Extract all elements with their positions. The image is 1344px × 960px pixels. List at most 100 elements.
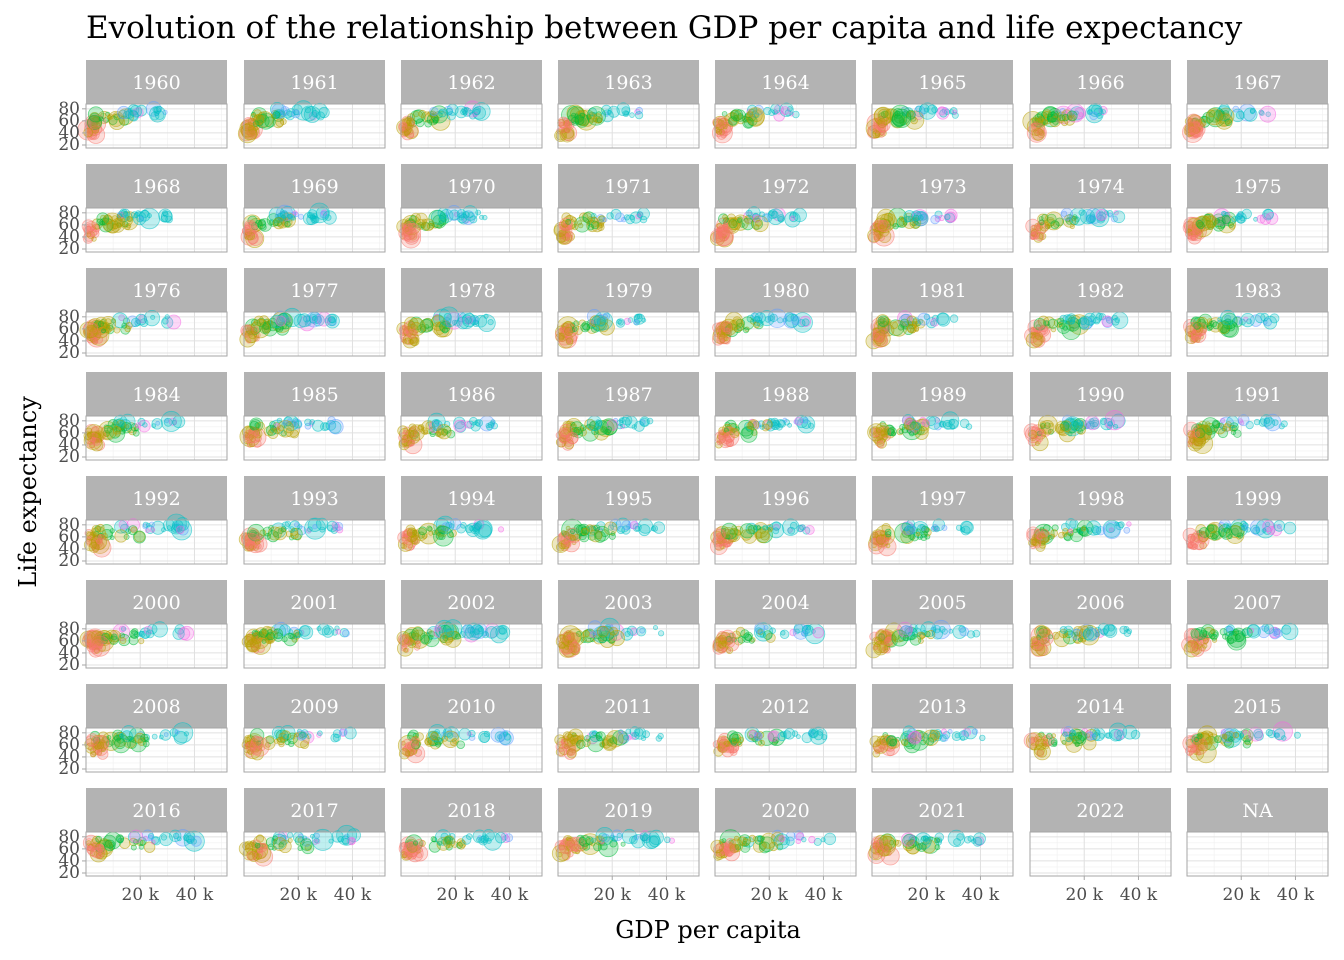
panel-border — [243, 207, 386, 253]
data-point — [483, 730, 491, 738]
data-point — [424, 119, 433, 128]
data-point — [566, 634, 571, 640]
data-point — [892, 108, 912, 129]
facet-strip-label: 1988 — [761, 384, 809, 406]
facet-panel-1964: 1964 — [712, 60, 857, 149]
data-point — [777, 214, 785, 223]
facet-strip-label: 1996 — [761, 488, 809, 510]
facet-panel-2010: 2010 — [397, 684, 543, 773]
data-point — [633, 420, 645, 432]
data-point — [162, 318, 169, 325]
data-point — [92, 437, 101, 446]
facet-strip — [401, 60, 542, 104]
data-point — [100, 425, 115, 440]
data-point — [900, 738, 909, 746]
data-point — [1030, 232, 1038, 241]
data-point — [1185, 640, 1199, 654]
data-point — [123, 211, 129, 217]
data-point — [115, 418, 125, 427]
data-point — [1193, 533, 1204, 544]
data-point — [1112, 424, 1119, 430]
data-point — [150, 314, 156, 320]
facet-panel-1961: 1961 — [237, 60, 386, 149]
data-point — [497, 526, 505, 533]
data-point — [794, 416, 803, 426]
data-point — [596, 316, 606, 327]
data-point — [629, 112, 635, 118]
data-point — [877, 315, 889, 327]
facet-panel-2004: 2004 — [712, 580, 857, 669]
data-point — [1041, 118, 1049, 126]
data-point — [633, 319, 639, 325]
facet-panel-1997: 1997 — [868, 476, 1014, 565]
data-point — [906, 324, 916, 333]
data-point — [623, 734, 629, 741]
data-point — [634, 111, 644, 120]
data-point — [873, 738, 889, 754]
data-point — [1046, 732, 1053, 740]
data-point — [1241, 525, 1247, 531]
data-point — [564, 326, 574, 336]
data-point — [1253, 418, 1261, 426]
data-point — [747, 111, 754, 117]
facet-strip-label: 2007 — [1233, 592, 1281, 614]
data-point — [132, 530, 146, 544]
data-point — [1202, 637, 1209, 644]
data-point — [1123, 526, 1131, 534]
data-point — [1082, 628, 1095, 641]
data-point — [435, 531, 444, 540]
y-tick-label: 80 — [58, 619, 80, 639]
data-point — [96, 538, 103, 545]
data-point — [417, 424, 425, 431]
data-point — [937, 106, 947, 116]
data-point — [918, 102, 937, 120]
data-point — [298, 625, 314, 640]
data-point — [252, 429, 260, 437]
data-point — [131, 628, 139, 636]
facet-strip-label: 1980 — [761, 280, 809, 302]
facet-panel-1999: 1999 — [1182, 476, 1329, 565]
data-point — [636, 211, 644, 219]
data-point — [86, 125, 106, 144]
data-point — [87, 106, 104, 123]
data-point — [418, 526, 428, 536]
data-point — [436, 424, 452, 440]
data-point — [767, 526, 773, 533]
data-point — [891, 111, 908, 127]
data-point — [561, 127, 567, 133]
points-1964 — [712, 102, 800, 144]
data-point — [1040, 529, 1049, 538]
y-tick-label: 60 — [58, 111, 80, 131]
data-point — [292, 210, 298, 216]
data-point — [721, 640, 728, 647]
data-point — [255, 114, 262, 120]
data-point — [462, 205, 479, 221]
data-point — [445, 107, 453, 115]
data-point — [944, 213, 951, 220]
facet-panel-1967: 1967 — [1182, 60, 1329, 149]
facet-strip-label: 2000 — [132, 592, 180, 614]
data-point — [1031, 538, 1040, 547]
data-point — [90, 530, 97, 537]
points-1963 — [554, 102, 644, 143]
data-point — [879, 224, 885, 230]
facet-strip-label: 1999 — [1233, 488, 1281, 510]
data-point — [1228, 736, 1234, 742]
facet-strip — [244, 164, 385, 208]
facet-strip-label: 1998 — [1076, 488, 1124, 510]
data-point — [952, 109, 958, 115]
data-point — [408, 439, 416, 447]
data-point — [759, 211, 765, 218]
data-point — [461, 107, 468, 114]
facet-panel-1978: 1978 — [396, 268, 543, 357]
data-point — [1055, 423, 1065, 434]
facet-strip-label: 1966 — [1076, 72, 1124, 94]
facet-strip-label: 1963 — [604, 72, 652, 94]
plot-background — [1187, 104, 1328, 148]
data-point — [1249, 107, 1256, 114]
data-point — [758, 739, 765, 747]
facet-strip — [86, 164, 227, 208]
data-point — [1107, 624, 1115, 632]
data-point — [1241, 627, 1253, 639]
